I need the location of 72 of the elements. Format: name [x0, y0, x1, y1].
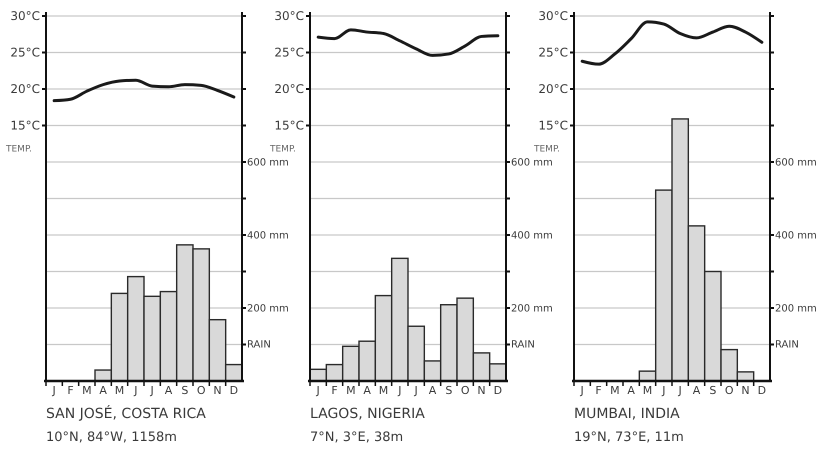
x-tick-label: F	[331, 384, 338, 397]
y-tick-label: 20°C	[538, 82, 568, 96]
x-tick-label: A	[627, 384, 636, 397]
y2-tick-label: 600 mm	[247, 158, 289, 168]
x-tick-label: S	[709, 384, 716, 397]
y-tick-label: 15°C	[10, 118, 40, 133]
x-tick-label: M	[82, 384, 92, 397]
x-tick-label: O	[724, 384, 734, 397]
x-tick-label: A	[99, 384, 108, 397]
x-tick-label: D	[230, 384, 238, 397]
y-tick-label: 30°C	[538, 9, 568, 24]
y-axis-title: TEMP.	[533, 144, 560, 154]
y2-axis-title: RAIN	[775, 340, 799, 350]
text: LAGOS, NIGERIA	[310, 406, 426, 422]
x-tick-label: O	[196, 384, 206, 397]
x-tick-label: M	[346, 384, 356, 397]
x-tick-label: J	[580, 384, 584, 397]
x-tick-label: D	[494, 384, 502, 397]
x-tick-label: A	[363, 384, 372, 397]
y-axis-title: TEMP.	[269, 144, 296, 154]
x-tick-label: N	[213, 384, 222, 397]
y2-tick-label: 200 mm	[775, 304, 817, 314]
x-tick-label: N	[741, 384, 750, 397]
x-tick-label: J	[397, 384, 402, 397]
y-tick-label: 30°C	[274, 9, 304, 24]
y2-tick-label: 200 mm	[511, 304, 553, 314]
y2-tick-label: 400 mm	[775, 230, 817, 242]
x-tick-label: M	[610, 384, 620, 397]
y-tick-label: 30°C	[10, 9, 40, 24]
x-tick-label: J	[316, 384, 320, 397]
x-tick-label: A	[164, 384, 173, 397]
y-tick-label: 15°C	[538, 118, 568, 133]
x-tick-label: D	[758, 384, 766, 397]
y-tick-label: 25°C	[538, 46, 568, 60]
x-tick-label: M	[378, 384, 388, 397]
y2-tick-label: 400 mm	[511, 230, 553, 242]
x-tick-label: A	[692, 384, 701, 397]
line-series	[316, 28, 500, 57]
y-tick-label: 25°C	[10, 46, 40, 60]
x-tick-label: N	[477, 384, 486, 397]
x-tick-label: M	[114, 384, 124, 397]
x-tick-label: O	[460, 384, 470, 397]
text: 10°N, 84°W, 1158m	[46, 430, 177, 445]
x-tick-label: F	[595, 384, 602, 397]
x-tick-label: S	[181, 384, 188, 397]
x-tick-label: S	[445, 384, 452, 397]
x-tick-label: J	[52, 384, 56, 397]
y2-tick-label: 200 mm	[247, 304, 289, 314]
text: 7°N, 3°E, 38m	[310, 430, 404, 445]
y-tick-label: 20°C	[10, 82, 40, 96]
y2-tick-label: 400 mm	[247, 230, 289, 242]
line-series	[580, 20, 764, 66]
x-tick-label: F	[67, 384, 74, 397]
x-tick-label: J	[133, 384, 138, 397]
text: MUMBAI, INDIA	[574, 406, 680, 422]
y-tick-label: 25°C	[274, 46, 304, 60]
x-tick-label: A	[428, 384, 437, 397]
x-tick-label: M	[642, 384, 652, 397]
y2-axis-title: RAIN	[511, 340, 535, 350]
y2-tick-label: 600 mm	[511, 158, 553, 168]
line-series	[52, 78, 236, 102]
x-tick-label: J	[661, 384, 666, 397]
text: SAN JOSÉ, COSTA RICA	[46, 405, 206, 422]
x-tick-label: J	[414, 384, 418, 397]
y-tick-label: 15°C	[274, 118, 304, 133]
x-tick-label: J	[678, 384, 682, 397]
y-axis-title: TEMP.	[5, 144, 32, 154]
y2-tick-label: 600 mm	[775, 158, 817, 168]
y-tick-label: 20°C	[274, 82, 304, 96]
x-tick-label: J	[150, 384, 154, 397]
y2-axis-title: RAIN	[247, 340, 271, 350]
text: 19°N, 73°E, 11m	[574, 430, 684, 445]
